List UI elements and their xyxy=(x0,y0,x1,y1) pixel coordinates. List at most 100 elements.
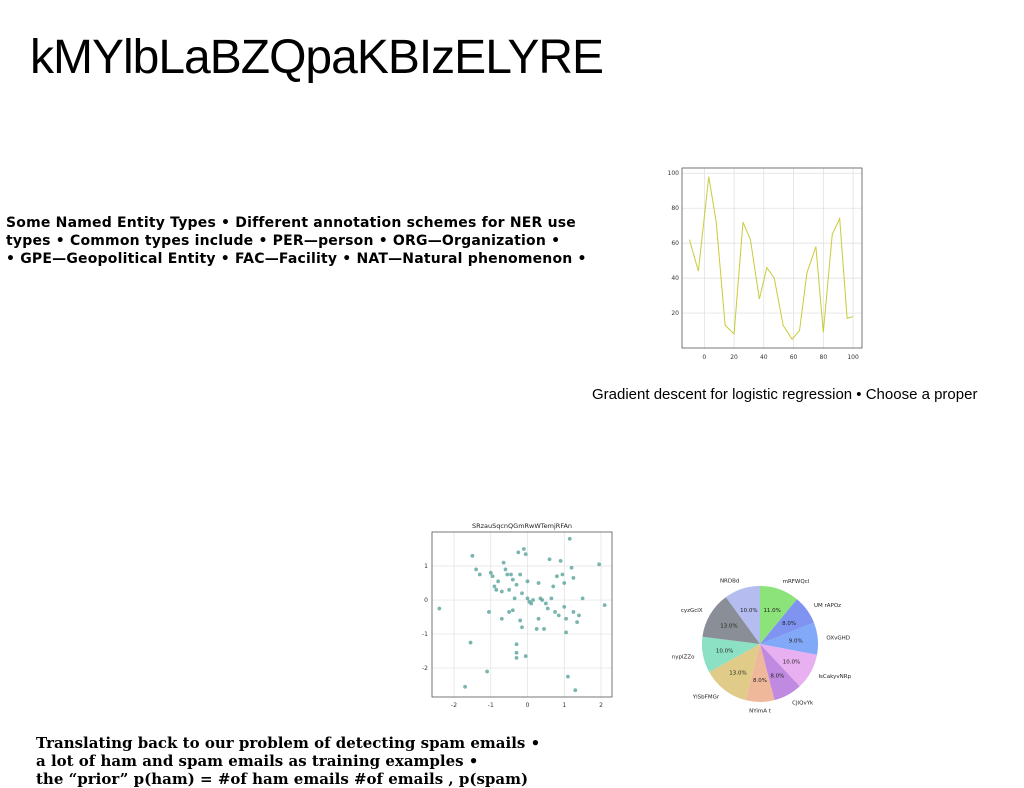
x-tick-label: 0 xyxy=(526,702,530,709)
x-tick-label: -2 xyxy=(451,702,457,709)
y-tick-label: 60 xyxy=(671,240,679,247)
scatter-point xyxy=(549,596,554,601)
pie-slice xyxy=(702,597,760,644)
y-tick-label: -1 xyxy=(422,631,428,638)
scatter-point xyxy=(547,557,552,562)
x-tick-label: 2 xyxy=(599,702,603,709)
pie-slice xyxy=(760,586,797,644)
scatter-point xyxy=(554,574,559,579)
scatter-point xyxy=(566,674,570,679)
scatter-point xyxy=(509,572,513,577)
scatter-point xyxy=(520,625,524,630)
spam-text-block: Translating back to our problem of detec… xyxy=(36,734,540,788)
pie-slice-label: NRDBd xyxy=(720,579,739,585)
x-tick-label: 1 xyxy=(562,702,566,709)
scatter-point xyxy=(507,610,512,614)
pie-slice xyxy=(725,586,760,644)
pie-slice xyxy=(760,644,800,701)
scatter-point xyxy=(558,559,563,563)
line-chart: 0 20 40 60 80 100 20 40 60 80 100 xyxy=(668,167,863,361)
scatter-point xyxy=(514,582,519,587)
x-tick-label: -1 xyxy=(488,702,494,709)
scatter-point xyxy=(477,572,482,577)
x-tick-label: 100 xyxy=(847,354,859,361)
ner-line: • GPE—Geopolitical Entity • FAC—Facility… xyxy=(6,251,587,267)
scatter-point xyxy=(499,589,504,594)
pie-slice xyxy=(760,622,818,655)
plot-frame xyxy=(431,531,613,698)
scatter-point xyxy=(536,581,541,585)
scatter-point xyxy=(523,552,528,557)
scatter-point xyxy=(510,577,515,582)
y-tick-label: 80 xyxy=(671,205,679,212)
scatter-point xyxy=(545,606,550,611)
pie-slice xyxy=(760,644,817,687)
x-tick-label: 60 xyxy=(790,354,798,361)
scatter-point xyxy=(521,547,526,551)
pie-slice xyxy=(702,636,760,672)
ner-line: Some Named Entity Types • Different anno… xyxy=(6,215,576,231)
ner-line: types • Common types include • PER—perso… xyxy=(6,233,561,249)
pie-slice-label: UM rAPOz xyxy=(814,603,841,609)
scatter-point xyxy=(580,596,585,601)
scatter-point xyxy=(514,650,519,655)
scatter-point xyxy=(516,550,521,555)
scatter-point xyxy=(553,610,557,614)
scatter-point xyxy=(507,587,512,592)
spam-line: Translating back to our problem of detec… xyxy=(36,734,541,752)
scatter-point xyxy=(523,654,528,659)
pie-slice xyxy=(709,644,760,701)
pie-pct-label: 9.0% xyxy=(789,639,803,645)
pie-pct-label: 13.0% xyxy=(729,670,746,676)
spam-line: a lot of ham and spam emails as training… xyxy=(36,752,479,770)
pie-pct-label: 10.0% xyxy=(716,649,733,655)
scatter-point xyxy=(525,596,530,601)
scatter-point xyxy=(494,587,499,592)
scatter-point xyxy=(602,603,607,608)
ner-text-block: Some Named Entity Types • Different anno… xyxy=(6,214,606,268)
scatter-point xyxy=(512,596,517,601)
line-chart-caption: Gradient descent for logistic regression… xyxy=(592,386,978,403)
pie-pct-label: 8.0% xyxy=(770,674,784,680)
pie-pct-label: 13.0% xyxy=(720,624,737,630)
scatter-point xyxy=(571,610,576,614)
pie-slice-label: CJlQvYk xyxy=(792,700,814,706)
scatter-title: SRzauSqcnQGmRwWTemjRFAn xyxy=(472,522,572,530)
pie-pct-label: 10.0% xyxy=(783,659,800,665)
pie-slice xyxy=(745,644,775,702)
scatter-point xyxy=(569,565,574,570)
scatter-point xyxy=(514,655,519,660)
scatter-point xyxy=(468,640,473,645)
scatter-point xyxy=(487,610,491,614)
x-tick-label: 40 xyxy=(760,354,768,361)
scatter-point xyxy=(470,553,475,558)
scatter-point xyxy=(534,627,539,631)
slide-title: kMYlbLaBZQpaKBIzELYRE xyxy=(30,31,604,84)
scatter-point xyxy=(488,570,493,575)
pie-slice-label: nyplZZo xyxy=(672,654,695,660)
x-tick-label: 0 xyxy=(702,354,706,361)
scatter-point xyxy=(503,567,508,572)
scatter-point xyxy=(505,572,510,577)
y-tick-label: 100 xyxy=(668,170,680,177)
y-tick-label: 20 xyxy=(671,310,679,317)
y-tick-label: 1 xyxy=(424,563,428,570)
scatter-point xyxy=(564,616,568,621)
pie-chart: 11.0% mRFWQcl 8.0% UM rAPOz 9.0% OXvGHD 10.0% I… xyxy=(672,579,852,715)
y-tick-label: -2 xyxy=(422,665,428,672)
pie-slice-label: cyzGclX xyxy=(681,608,703,614)
scatter-point xyxy=(536,616,541,621)
pie-slice xyxy=(760,599,814,644)
y-tick-label: 0 xyxy=(424,597,428,604)
scatter-point xyxy=(514,642,519,647)
pie-pct-label: 11.0% xyxy=(763,608,780,614)
scatter-point xyxy=(556,613,561,618)
scatter-point xyxy=(575,620,580,625)
spam-line: the “prior” p(ham) = #of ham emails #of … xyxy=(36,770,529,788)
scatter-point xyxy=(437,606,442,611)
scatter-point xyxy=(463,684,467,689)
scatter-point xyxy=(492,584,497,589)
scatter-point xyxy=(562,604,567,609)
pie-slice-label: YlSbFMGr xyxy=(692,695,720,701)
scatter-point xyxy=(499,616,504,621)
